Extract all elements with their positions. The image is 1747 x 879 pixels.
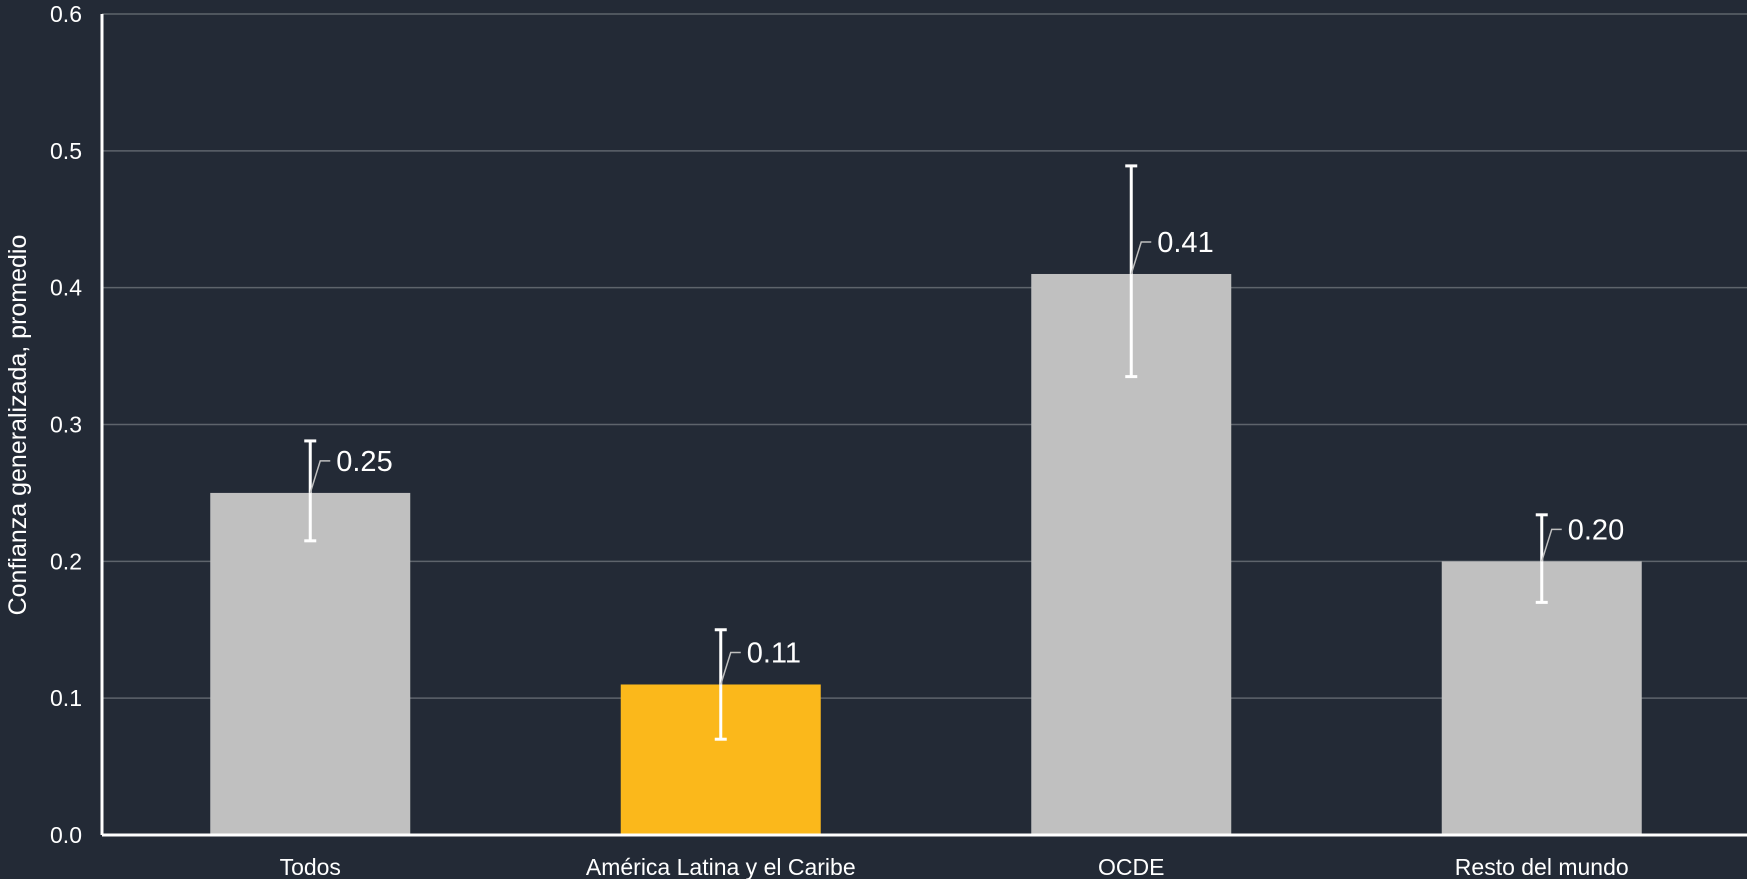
x-tick-label: Todos [280, 854, 341, 879]
data-label: 0.41 [1157, 227, 1213, 259]
x-tick-label: América Latina y el Caribe [586, 854, 856, 879]
leader-line [1130, 241, 1152, 275]
x-tick-label: Resto del mundo [1455, 854, 1629, 879]
data-label: 0.11 [747, 637, 801, 669]
data-label: 0.25 [336, 446, 392, 478]
y-tick-label: 0.0 [50, 822, 82, 848]
y-tick-label: 0.6 [50, 1, 82, 27]
y-tick-label: 0.4 [50, 275, 82, 301]
leader-line [720, 651, 741, 685]
leader-line [1541, 528, 1562, 562]
bar [210, 492, 411, 835]
axes [100, 14, 1747, 837]
y-axis-title: Confianza generalizada, promedio [4, 235, 32, 616]
x-tick-label: OCDE [1098, 854, 1164, 879]
bar [1441, 561, 1642, 835]
leader-line [309, 460, 331, 494]
error-bars [304, 164, 1562, 741]
y-tick-label: 0.5 [50, 138, 82, 164]
data-label: 0.20 [1568, 514, 1624, 546]
y-tick-label: 0.2 [50, 548, 82, 574]
y-tick-label: 0.3 [50, 412, 82, 438]
labels: 0.0 0.1 0.2 0.3 0.4 0.5 0.6 0.25 Todos 0.11 Améric… [50, 1, 1629, 879]
bars [210, 273, 1642, 835]
y-tick-label: 0.1 [50, 685, 82, 711]
